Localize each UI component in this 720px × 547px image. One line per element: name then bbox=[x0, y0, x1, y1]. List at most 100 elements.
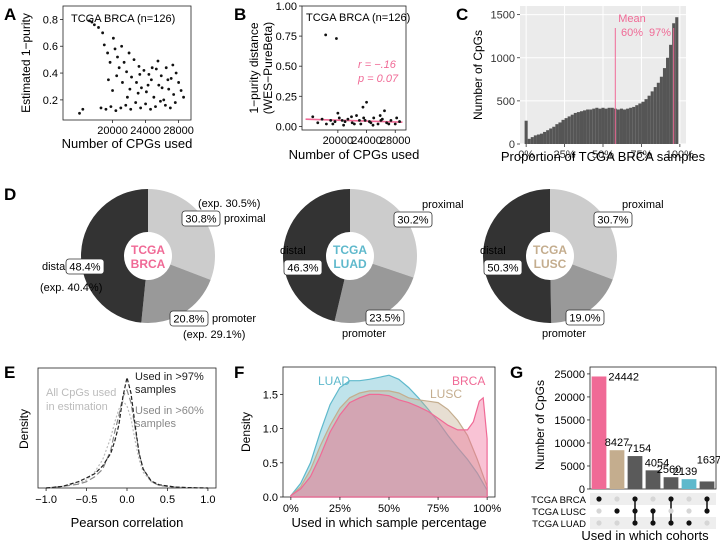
panel-a-point bbox=[154, 67, 158, 71]
panel-c-bar bbox=[653, 87, 657, 144]
panel-f-ytick-label: 0.0 bbox=[263, 492, 278, 504]
panel-a-point bbox=[109, 105, 113, 108]
panel-g-matrix-dot bbox=[686, 520, 692, 526]
panel-b-point bbox=[316, 121, 320, 125]
panel-g-value-label: 7154 bbox=[627, 443, 651, 455]
panel-g-matrix-dot bbox=[632, 520, 638, 526]
panel-a-point bbox=[166, 78, 170, 82]
panel-e-xtick-label: −1.0 bbox=[35, 494, 57, 506]
panel-b-point bbox=[383, 109, 386, 113]
panel-b-point bbox=[343, 120, 347, 123]
panel-e-annotation-60-line2: samples bbox=[135, 418, 176, 430]
panel-a-point bbox=[150, 66, 154, 70]
panel-g-matrix-dot bbox=[614, 496, 620, 502]
panel-f-xlabel: Used in which sample percentage bbox=[291, 515, 486, 530]
panel-a-ytick-label: 0.4 bbox=[43, 68, 58, 80]
panel-c-bar bbox=[546, 130, 550, 144]
donut-slice-proximal bbox=[350, 189, 418, 278]
panel-a-point bbox=[136, 91, 140, 95]
panel-g-matrix-dot bbox=[596, 508, 602, 514]
panel-a-point bbox=[102, 43, 106, 47]
panel-b-point bbox=[333, 120, 337, 123]
donut-slice-distal bbox=[81, 189, 148, 323]
donut-pct-box bbox=[65, 258, 105, 275]
panel-b-xtick-label: 28000 bbox=[380, 135, 411, 147]
panel-c-bar bbox=[561, 119, 565, 144]
panel-c-bar bbox=[543, 131, 547, 144]
panel-a-point bbox=[120, 44, 124, 48]
panel-label-c: C bbox=[456, 5, 468, 24]
panel-b-ytick-label: 0.25 bbox=[276, 91, 297, 103]
panel-g-value-label: 24442 bbox=[608, 371, 639, 383]
panel-e-annotation-all-line2: in estimation bbox=[46, 401, 108, 413]
panel-a-point bbox=[108, 60, 112, 64]
panel-f-ylabel: Density bbox=[239, 412, 253, 452]
panel-e-xlabel: Pearson correlation bbox=[71, 515, 184, 530]
panel-g-ytick-label: 0 bbox=[579, 484, 585, 496]
panel-f-areas bbox=[290, 374, 488, 498]
donut-center-label: LUAD bbox=[333, 257, 367, 271]
panel-b-point bbox=[362, 116, 366, 120]
panel-c-bar bbox=[626, 108, 630, 144]
panel-g-set-label: TCGA BRCA bbox=[531, 495, 587, 506]
panel-g-matrix-dot bbox=[668, 508, 674, 514]
panel-g-ytick-label: 15000 bbox=[554, 415, 585, 427]
panel-c-ytick-label: 1000 bbox=[491, 53, 515, 65]
panel-c-bar bbox=[662, 68, 667, 144]
donut-pct-box bbox=[169, 310, 209, 327]
panel-b-plot-frame bbox=[301, 5, 407, 131]
panel-c-bar bbox=[530, 137, 534, 144]
panel-b-point bbox=[379, 118, 383, 122]
panel-b-ytick-label: 0.50 bbox=[276, 61, 297, 73]
panel-b-point bbox=[376, 122, 380, 126]
panel-f-area bbox=[290, 390, 488, 498]
donut-slice-proximal bbox=[550, 189, 617, 280]
panel-g-matrix-dot bbox=[704, 496, 710, 502]
panel-g-matrix-dot bbox=[668, 520, 674, 526]
panel-a-point bbox=[132, 58, 136, 62]
panel-a-xtick-label: 24000 bbox=[130, 125, 161, 137]
panel-f-xtick-label: 0% bbox=[283, 503, 299, 515]
panel-c-bar bbox=[586, 109, 590, 144]
donut-slice-name: promoter bbox=[212, 313, 256, 325]
panel-a-point bbox=[114, 109, 118, 113]
panel-g-matrix-dot bbox=[614, 520, 620, 526]
panel-a-ylabel: Estimated 1−purity bbox=[19, 13, 33, 113]
donut-pct-label: 46.3% bbox=[287, 263, 318, 275]
panel-a-point bbox=[174, 71, 178, 75]
panel-a-point bbox=[106, 51, 109, 55]
panel-a-point bbox=[152, 95, 156, 99]
donut-slice-name: proximal bbox=[224, 213, 266, 225]
panel-b-points bbox=[311, 33, 401, 127]
panel-g-matrix-dot bbox=[704, 508, 710, 514]
donut-slice-distal bbox=[483, 189, 552, 323]
panel-e-xtick-label: 0.0 bbox=[119, 494, 134, 506]
panel-g-ticks: 0 5000 10000 15000 20000 25000 bbox=[554, 369, 590, 496]
donut-slice-name: promoter bbox=[542, 328, 586, 340]
panel-c-bar bbox=[641, 101, 645, 144]
panel-a-point bbox=[146, 83, 150, 87]
panel-b-point bbox=[324, 122, 328, 126]
panel-a-point bbox=[140, 86, 143, 90]
panel-c-xtick-label: 75% bbox=[630, 149, 652, 161]
panel-a-point bbox=[130, 75, 133, 79]
panel-b-point bbox=[385, 121, 389, 125]
panel-b-point bbox=[311, 115, 315, 119]
panel-e-plot-frame bbox=[37, 367, 217, 489]
panel-g-xlabel: Used in which cohorts bbox=[581, 528, 709, 543]
panel-a-point bbox=[128, 87, 132, 91]
panel-c-bar bbox=[592, 108, 596, 144]
panel-a: A TCGA BRCA (n=126) 20000 24000 28000 0.2 0.… bbox=[4, 5, 194, 151]
donut-slice-promoter bbox=[550, 264, 613, 323]
panel-f-ticks: 0% 25% 50% 75% 100% 0.0 0.5 1.0 1.5 bbox=[263, 389, 502, 515]
panel-c-bar bbox=[589, 109, 593, 144]
panel-e-line bbox=[46, 388, 208, 489]
panel-g-matrix-dot bbox=[632, 508, 638, 514]
panel-c-ylabel: Number of CpGs bbox=[471, 30, 485, 120]
panel-a-point bbox=[111, 36, 115, 40]
donut-pct-label: 48.4% bbox=[69, 262, 100, 274]
panel-b-xtick-label: 24000 bbox=[351, 135, 382, 147]
panel-a-point bbox=[145, 90, 148, 94]
